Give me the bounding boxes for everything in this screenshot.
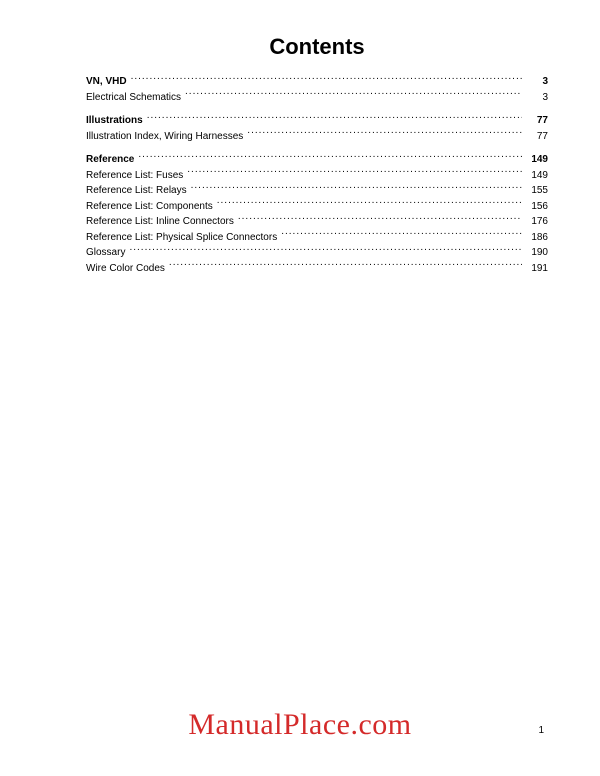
- toc-row-page: 190: [526, 245, 548, 261]
- toc-row-page: 156: [526, 199, 548, 215]
- toc-row: Electrical Schematics 3: [86, 90, 548, 106]
- toc-row-label: Reference List: Fuses: [86, 168, 183, 184]
- toc-row-label: Illustrations: [86, 113, 143, 129]
- toc-row: Reference List: Inline Connectors 176: [86, 214, 548, 230]
- toc-leader: [191, 183, 522, 193]
- toc-row-label: Reference: [86, 152, 134, 168]
- toc-row-label: Reference List: Components: [86, 199, 213, 215]
- toc-row-page: 149: [526, 168, 548, 184]
- toc-row-label: Wire Color Codes: [86, 261, 165, 277]
- toc-row: Reference List: Relays 155: [86, 183, 548, 199]
- toc-leader: [129, 245, 522, 255]
- toc-leader: [185, 90, 522, 100]
- toc-row-label: Glossary: [86, 245, 125, 261]
- toc-group: Illustrations77Illustration Index, Wirin…: [86, 113, 548, 144]
- toc-row-page: 191: [526, 261, 548, 277]
- toc-row-page: 176: [526, 214, 548, 230]
- toc-row-label: Electrical Schematics: [86, 90, 181, 106]
- toc-row-label: VN, VHD: [86, 74, 127, 90]
- toc-leader: [131, 74, 522, 84]
- toc-row-label: Reference List: Inline Connectors: [86, 214, 234, 230]
- toc-leader: [187, 168, 522, 178]
- toc-row: Reference 149: [86, 152, 548, 168]
- toc-row-page: 77: [526, 113, 548, 129]
- toc-row-label: Illustration Index, Wiring Harnesses: [86, 129, 243, 145]
- toc-leader: [217, 199, 522, 209]
- toc-row-page: 3: [526, 74, 548, 90]
- toc-row: Glossary 190: [86, 245, 548, 261]
- page: Contents VN, VHD 3 Electrical Schematics 3 I…: [0, 0, 600, 776]
- toc-row-label: Reference List: Relays: [86, 183, 187, 199]
- toc-row: Illustrations 77: [86, 113, 548, 129]
- toc-leader: [138, 152, 522, 162]
- watermark-text: ManualPlace.com: [0, 708, 600, 742]
- toc-row: Wire Color Codes 191: [86, 261, 548, 277]
- toc-row: Reference List: Components 156: [86, 199, 548, 215]
- toc-row-page: 149: [526, 152, 548, 168]
- toc-leader: [169, 261, 522, 271]
- toc-row-label: Reference List: Physical Splice Connecto…: [86, 230, 277, 246]
- toc-row: Reference List: Physical Splice Connecto…: [86, 230, 548, 246]
- toc-row: VN, VHD 3: [86, 74, 548, 90]
- page-number: 1: [538, 725, 544, 736]
- toc-leader: [281, 230, 522, 240]
- toc-row: Illustration Index, Wiring Harnesses 77: [86, 129, 548, 145]
- toc-row-page: 3: [526, 90, 548, 106]
- toc-group: VN, VHD 3 Electrical Schematics 3: [86, 74, 548, 105]
- toc-group: Reference149Reference List: Fuses149Refe…: [86, 152, 548, 276]
- toc: VN, VHD 3 Electrical Schematics 3 Illustrati…: [86, 74, 548, 276]
- toc-leader: [247, 129, 522, 139]
- toc-row-page: 77: [526, 129, 548, 145]
- page-title: Contents: [86, 34, 548, 60]
- toc-row-page: 155: [526, 183, 548, 199]
- toc-leader: [238, 214, 522, 224]
- toc-row-page: 186: [526, 230, 548, 246]
- toc-row: Reference List: Fuses 149: [86, 168, 548, 184]
- toc-leader: [147, 113, 522, 123]
